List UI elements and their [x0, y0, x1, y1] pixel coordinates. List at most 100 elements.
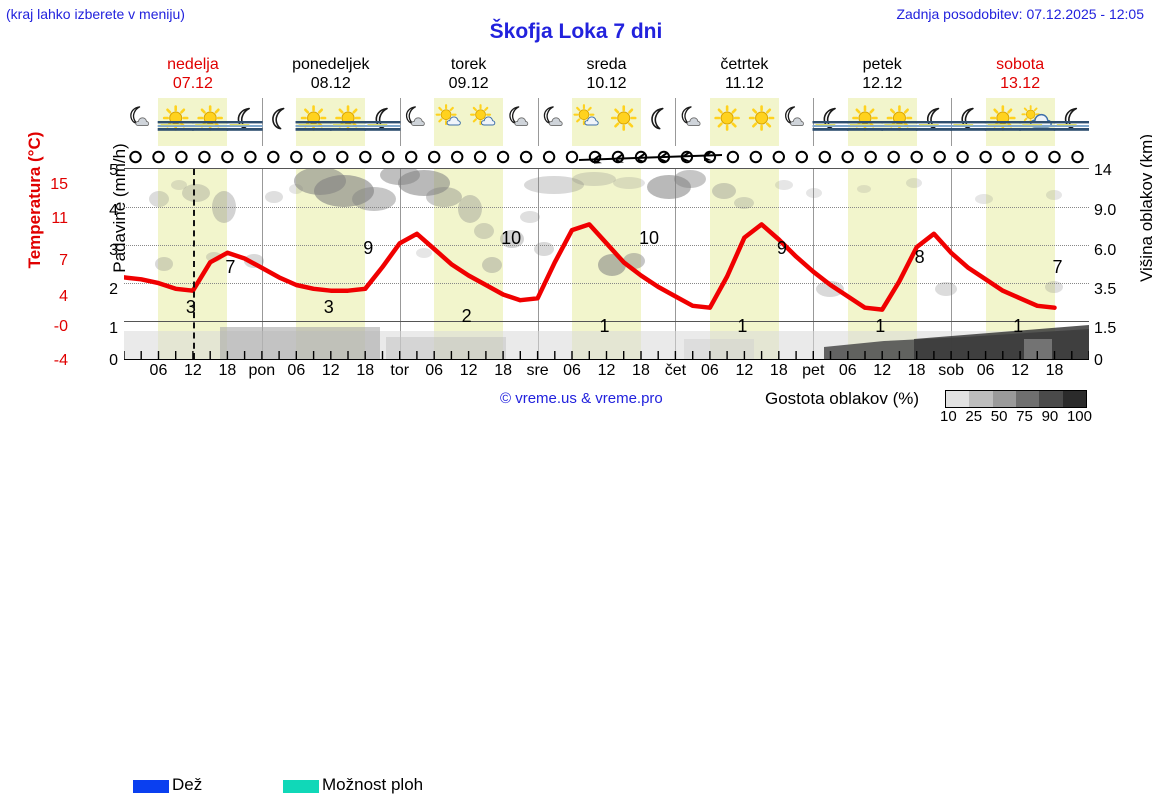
weather-icon-sun-cloud	[470, 104, 496, 126]
x-axis-tick-label: 18	[218, 362, 237, 379]
precipitation-tick: 4	[109, 202, 118, 219]
x-axis-labels: 06 12 18 pon 06 12 18 tor 06 12 18 sre 06 12 18 čet 06 12…	[124, 362, 1089, 382]
cloud-density-swatch	[1015, 391, 1040, 407]
weather-icon-sun	[610, 105, 637, 131]
x-axis-tick-label: 12	[873, 362, 892, 379]
wind-calm-symbol	[1071, 150, 1084, 164]
daily-min-temp-label: 3	[185, 296, 196, 317]
day-date: 10.12	[586, 75, 627, 92]
day-name: nedelja	[167, 56, 219, 73]
precipitation-tick: 3	[109, 242, 118, 259]
wind-calm-symbol	[428, 150, 441, 164]
fog-bars	[192, 121, 229, 131]
x-axis-tick-label: 06	[287, 362, 306, 379]
weather-chart-plot: 7 3 9 3 10 2 10 1 9 1 8 1 7 1	[124, 168, 1089, 360]
showers-legend-swatch	[283, 780, 319, 793]
weather-icon-sun	[748, 105, 775, 131]
day-name: sobota	[996, 56, 1045, 73]
x-axis-tick-label: sre	[526, 362, 549, 379]
wind-calm-symbol	[519, 150, 533, 164]
wind-calm-symbol	[336, 150, 349, 164]
x-axis-tick-label: 06	[838, 362, 857, 379]
wind-calm-symbol	[152, 150, 165, 164]
day-separator	[537, 98, 539, 146]
precipitation-tick: 5	[109, 162, 118, 179]
daily-max-temp-label: 7	[225, 256, 236, 277]
wind-calm-symbol	[1048, 150, 1061, 164]
cloud-density-tick: 90	[1041, 408, 1059, 425]
fog-bars	[812, 121, 849, 131]
day-name: petek	[862, 56, 902, 73]
wind-calm-symbol	[933, 150, 946, 164]
day-date: 09.12	[448, 75, 489, 92]
wind-calm-symbol	[267, 150, 280, 164]
x-axis-tick-label: 12	[321, 362, 340, 379]
x-axis-tick-label: 18	[1045, 362, 1064, 379]
day-separator	[951, 169, 953, 359]
day-header-ponedeljek: ponedeljek 08.12	[262, 55, 400, 95]
weather-icon-moon	[272, 107, 285, 130]
current-time-marker	[192, 169, 195, 359]
wind-calm-symbol	[290, 150, 303, 164]
x-axis-tick-label: 18	[494, 362, 512, 379]
x-axis-tick-label: 12	[1011, 362, 1029, 379]
x-axis-tick-label: 18	[356, 362, 375, 379]
cloud-height-tick: 9.0	[1094, 202, 1117, 219]
daytime-shade	[709, 98, 779, 146]
location-menu-hint[interactable]: (kraj lahko izberete v meniju)	[6, 6, 185, 22]
day-name: torek	[450, 56, 487, 73]
cloud-height-axis-title: Višina oblakov (km)	[1137, 133, 1152, 283]
wind-calm-symbol	[565, 150, 579, 164]
daily-max-temp-label: 9	[363, 237, 374, 258]
day-date: 08.12	[310, 75, 351, 92]
day-name: četrtek	[720, 56, 769, 73]
showers-legend-label: Možnost ploh	[322, 775, 424, 794]
x-axis-tick-label: 06	[563, 362, 581, 379]
wind-calm-symbol	[795, 150, 808, 164]
fog-bars	[226, 121, 263, 131]
temperature-tick: 4	[59, 288, 68, 305]
weather-icon-moon-cloud	[681, 106, 701, 127]
weather-icon-moon	[651, 107, 664, 130]
last-update-label: Zadnja posodobitev: 07.12.2025 - 12:05	[896, 6, 1144, 22]
day-date: 12.12	[862, 75, 903, 92]
fog-bars	[364, 121, 401, 131]
wind-flow-line	[578, 154, 723, 161]
day-name: ponedeljek	[292, 56, 370, 73]
x-axis-tick-label: sob	[938, 362, 965, 379]
wind-calm-symbol	[359, 150, 372, 164]
x-axis-tick-label: 12	[459, 362, 478, 379]
wind-calm-symbol	[473, 150, 487, 164]
x-axis-tick-label: 06	[425, 362, 444, 379]
x-axis-tick-label: 18	[632, 362, 650, 379]
cloud-density-tick: 50	[990, 408, 1008, 425]
day-separator	[399, 169, 401, 359]
daily-max-temp-label: 7	[1052, 256, 1063, 277]
gridline	[124, 321, 1089, 322]
daytime-shade	[434, 169, 504, 359]
cloud-density-label: Gostota oblakov (%)	[765, 389, 920, 408]
precipitation-tick: 2	[109, 281, 118, 298]
x-axis-tick-label: 06	[976, 362, 995, 379]
cloud-density-swatch	[946, 391, 970, 407]
daytime-shade	[847, 169, 917, 359]
daily-max-temp-label: 9	[776, 237, 787, 258]
x-axis-tick-label: pet	[802, 362, 825, 379]
day-separator	[675, 98, 677, 146]
weather-icon-moon-cloud	[543, 106, 563, 127]
cloud-density-tick: 10	[940, 408, 957, 425]
cloud-density-scale-ticks: 10 25 50 75 90 100	[940, 408, 1092, 425]
day-separator	[675, 169, 677, 359]
day-separator	[813, 169, 815, 359]
cloud-height-tick: 14	[1094, 162, 1112, 179]
daily-max-temp-label: 10	[501, 228, 522, 249]
x-axis-tick-label: 18	[769, 362, 788, 379]
cloud-height-tick: 0	[1094, 352, 1103, 369]
wind-calm-symbol	[175, 150, 188, 164]
day-header-sreda: sreda 10.12	[538, 55, 676, 95]
wind-calm-symbol	[749, 150, 762, 164]
cloud-density-scale	[945, 390, 1087, 408]
weather-icon-moon-cloud	[509, 106, 529, 127]
copyright-link[interactable]: © vreme.us & vreme.pro	[500, 390, 663, 407]
precipitation-tick: 0	[109, 352, 118, 369]
